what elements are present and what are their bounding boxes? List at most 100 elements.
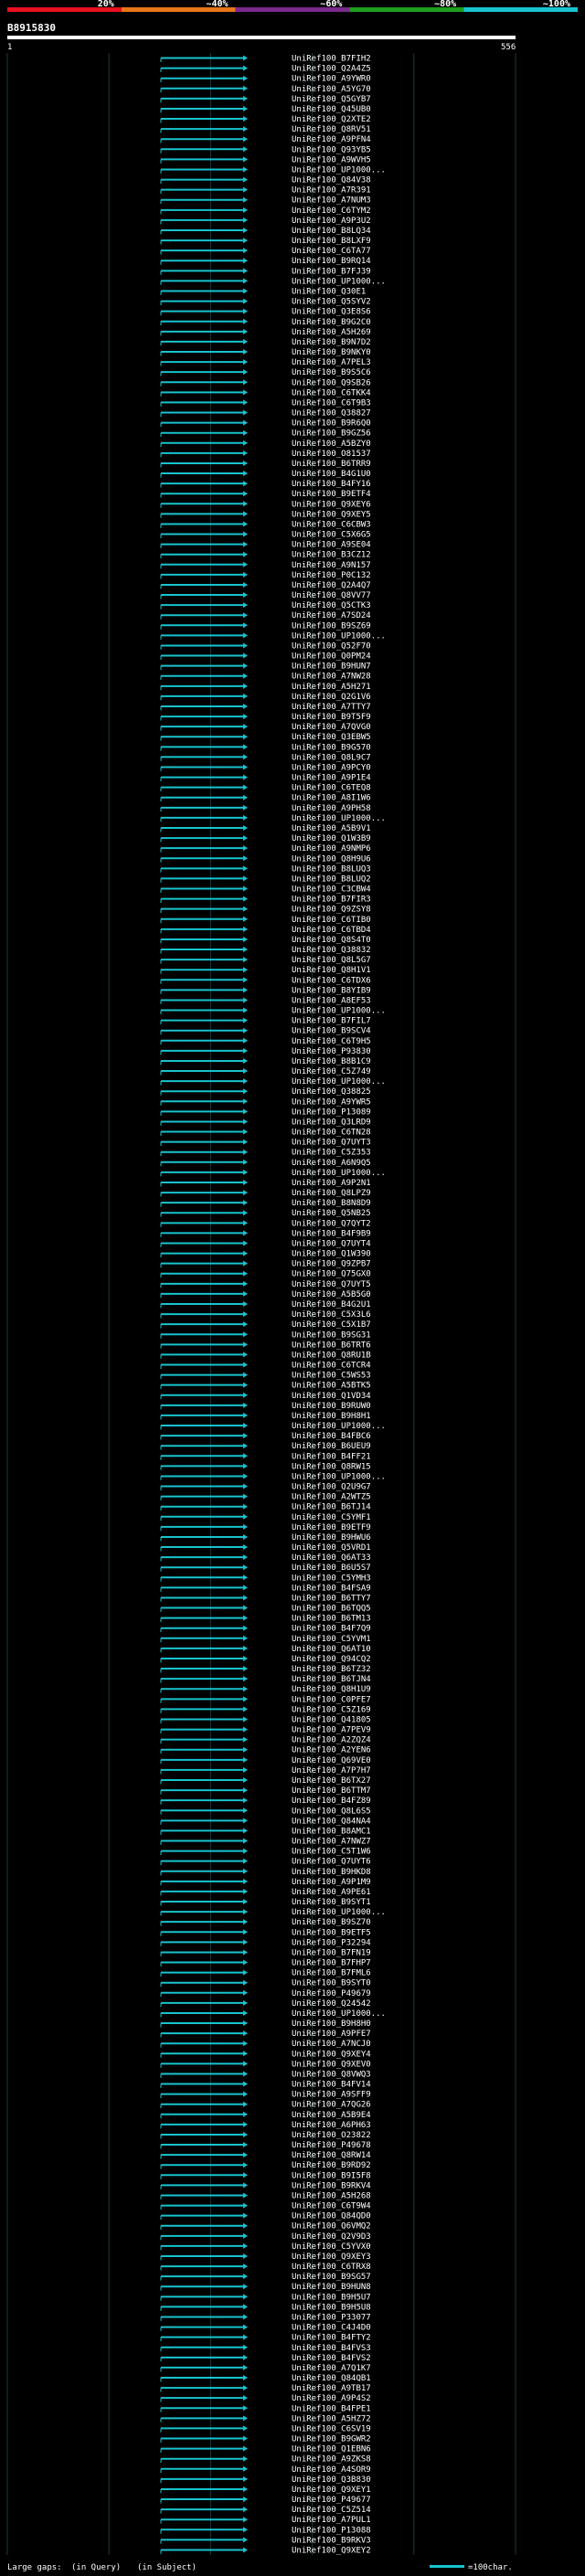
- hit-label: UniRef100_C4J4D0: [292, 2324, 371, 2333]
- hit-row: UniRef100_A5B9E4: [160, 2111, 371, 2120]
- hit-arrow: [243, 693, 248, 699]
- hit-label: UniRef100_C6CBW3: [292, 520, 371, 529]
- hit-arrow: [243, 1280, 248, 1287]
- hit-label: UniRef100_B9H5U8: [292, 2303, 371, 2312]
- hit-label: UniRef100_B7FIL7: [292, 1017, 371, 1026]
- hit-row: UniRef100_Q7UYT5: [160, 1280, 371, 1289]
- hit-label: UniRef100_A9SFF9: [292, 2091, 371, 2100]
- hit-row: UniRef100_Q8RW14: [160, 2151, 371, 2160]
- hit-arrow: [243, 238, 248, 244]
- hit-row: UniRef100_A7Q1K7: [160, 2364, 371, 2373]
- hit-arrow: [243, 2121, 248, 2127]
- hit-arrow: [243, 55, 248, 61]
- hit-arrow: [243, 1999, 248, 2006]
- hit-row: UniRef100_UP1000...: [160, 2009, 386, 2019]
- hit-arrow: [243, 1443, 248, 1449]
- hit-arrow: [243, 612, 248, 619]
- hit-arrow: [243, 885, 248, 892]
- hit-arrow: [243, 166, 248, 173]
- hit-label: UniRef100_B6TRR9: [292, 460, 371, 469]
- hit-row: UniRef100_C6T9B3: [160, 398, 371, 408]
- scale-segment-1: [121, 7, 236, 12]
- hit-label: UniRef100_A7PEV9: [292, 1726, 371, 1735]
- hit-label: UniRef100_C5YMF1: [292, 1513, 371, 1522]
- hit-arrow: [243, 2131, 248, 2137]
- hit-row: UniRef100_A7PEL3: [160, 358, 371, 367]
- hit-row: UniRef100_B9H5U7: [160, 2293, 371, 2302]
- scale-segment-4: [463, 7, 578, 12]
- hit-arrow: [243, 379, 248, 386]
- hit-label: UniRef100_B6U5S7: [292, 1564, 371, 1573]
- hit-label: UniRef100_B9ETF9: [292, 1523, 371, 1532]
- hit-arrow: [243, 2020, 248, 2027]
- hit-row: UniRef100_B8LUQ2: [160, 875, 371, 884]
- hit-row: UniRef100_B7FML6: [160, 1969, 371, 1978]
- hit-label: UniRef100_B9HKD8: [292, 1868, 371, 1877]
- hit-label: UniRef100_B4FSA9: [292, 1584, 371, 1593]
- hit-label: UniRef100_A7SD24: [292, 611, 371, 620]
- hit-row: UniRef100_Q2A4Z5: [160, 65, 371, 74]
- hit-label: UniRef100_P49677: [292, 2496, 371, 2505]
- hit-row: UniRef100_A7P7H7: [160, 1766, 371, 1776]
- hit-label: UniRef100_C6TCR4: [292, 1362, 371, 1371]
- hit-label: UniRef100_C5X1B7: [292, 1320, 371, 1330]
- hit-arrow: [243, 926, 248, 932]
- hit-arrow: [243, 2142, 248, 2148]
- hit-row: UniRef100_A5H268: [160, 2191, 371, 2200]
- hit-row: UniRef100_C6TBD4: [160, 926, 371, 935]
- hit-label: UniRef100_B9N7D2: [292, 338, 371, 347]
- hit-row: UniRef100_C4J4D0: [160, 2324, 371, 2333]
- hit-arrow: [243, 1706, 248, 1712]
- scale-segment-3: [349, 7, 464, 12]
- hit-label: UniRef100_A5BTK5: [292, 1382, 371, 1391]
- hit-row: UniRef100_B9SZ69: [160, 621, 371, 631]
- hit-row: UniRef100_C5YVM1: [160, 1635, 371, 1644]
- hit-label: UniRef100_A7PUL1: [292, 2516, 371, 2525]
- hit-row: UniRef100_B9SCV4: [160, 1027, 371, 1036]
- hit-arrow: [243, 1766, 248, 1773]
- hit-row: UniRef100_B4G2U1: [160, 1300, 371, 1309]
- hit-row: UniRef100_A7SD24: [160, 611, 371, 620]
- hit-arrow: [243, 784, 248, 790]
- hit-row: UniRef100_C6TIB0: [160, 916, 371, 925]
- hit-row: UniRef100_A7NW28: [160, 673, 371, 682]
- hit-row: UniRef100_B4FBC6: [160, 1432, 371, 1441]
- scale-label-0: 20%: [98, 0, 114, 9]
- hit-arrow: [243, 1787, 248, 1794]
- hit-label: UniRef100_C5X3L6: [292, 1310, 371, 1320]
- hit-row: UniRef100_B9HUN8: [160, 2283, 371, 2292]
- hit-row: UniRef100_Q5NB25: [160, 1209, 371, 1218]
- hit-label: UniRef100_Q38827: [292, 409, 371, 419]
- hit-arrow: [243, 714, 248, 720]
- hit-row: UniRef100_A9P4S2: [160, 2394, 371, 2403]
- hit-label: UniRef100_Q38825: [292, 1087, 371, 1097]
- hit-arrow: [243, 2071, 248, 2077]
- hit-row: UniRef100_B9GWR2: [160, 2435, 371, 2444]
- hit-row: UniRef100_Q5VRD1: [160, 1543, 371, 1553]
- hit-arrow: [243, 105, 248, 111]
- hit-arrow: [243, 2364, 248, 2370]
- hit-label: UniRef100_Q7UYT3: [292, 1139, 371, 1148]
- hit-row: UniRef100_C0PFE7: [160, 1695, 371, 1704]
- hit-arrow: [243, 2030, 248, 2037]
- hit-label: UniRef100_P13089: [292, 1108, 371, 1117]
- hit-row: UniRef100_P49677: [160, 2496, 371, 2505]
- hit-row: UniRef100_A9WVH5: [160, 155, 371, 164]
- hit-label: UniRef100_B6TQQ5: [292, 1605, 371, 1614]
- hit-label: UniRef100_Q8VWQ3: [292, 2070, 371, 2079]
- hit-row: UniRef100_B9S5C6: [160, 368, 371, 377]
- hit-label: UniRef100_Q5NB25: [292, 1209, 371, 1218]
- hit-label: UniRef100_B9ETF5: [292, 1928, 371, 1937]
- hit-row: UniRef100_A2WTZ5: [160, 1493, 371, 1502]
- scale-segment-2: [235, 7, 350, 12]
- hit-label: UniRef100_C6TYM2: [292, 207, 371, 216]
- hit-row: UniRef100_Q9SB26: [160, 378, 371, 387]
- hit-row: UniRef100_B6TJ14: [160, 1503, 371, 1512]
- hit-arrow: [243, 369, 248, 376]
- hit-arrow: [243, 794, 248, 800]
- hit-arrow: [243, 2496, 248, 2503]
- hit-row: UniRef100_A8I1W6: [160, 794, 371, 803]
- hit-arrow: [243, 2051, 248, 2057]
- hit-label: UniRef100_B7FHP7: [292, 1959, 371, 1968]
- hit-label: UniRef100_B9RD92: [292, 2161, 371, 2170]
